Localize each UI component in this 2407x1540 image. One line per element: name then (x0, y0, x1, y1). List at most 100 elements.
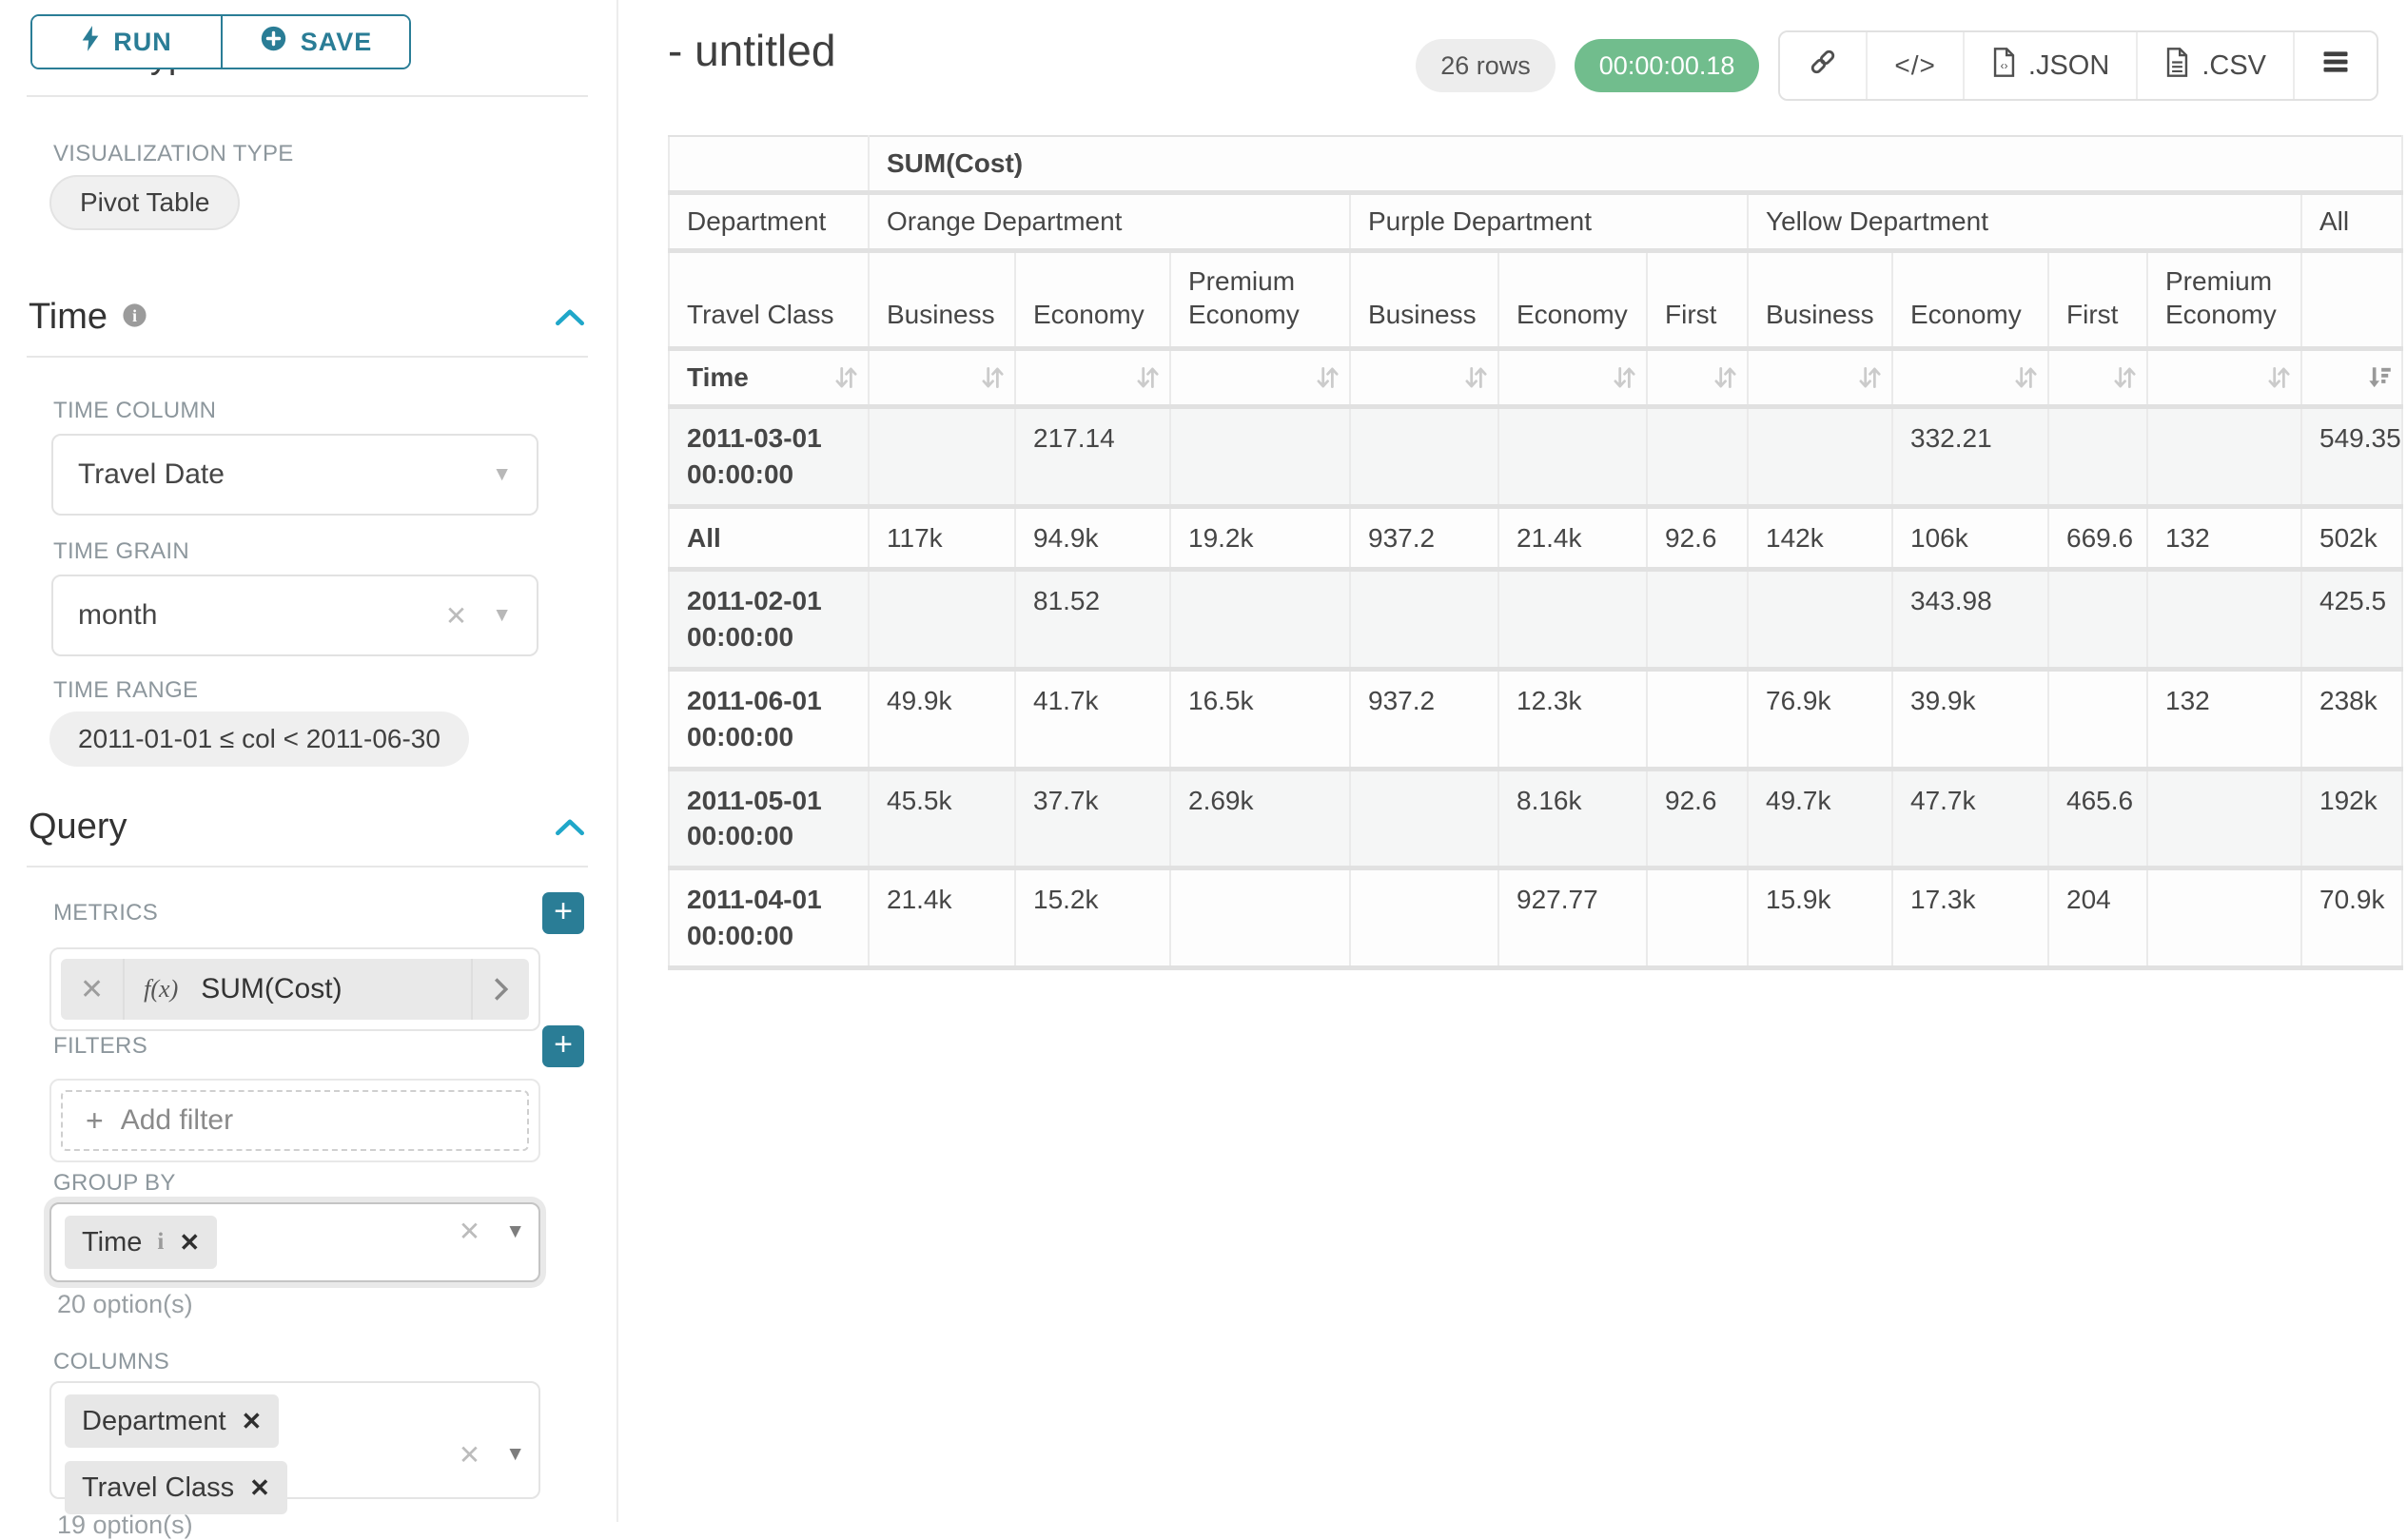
pivot-cell: 39.9k (1891, 666, 2049, 771)
add-filter-dropzone[interactable]: + Add filter (61, 1090, 529, 1151)
table-row: 2011-06-01 00:00:00 49.9k 41.7k 16.5k 937.2 1… (668, 666, 2404, 771)
column-header: Economy (1014, 248, 1171, 351)
pivot-cell: 192k (2299, 766, 2404, 871)
pivot-cell: 19.2k (1169, 503, 1351, 573)
column-header: Business (1349, 248, 1499, 351)
col-group-header: Purple Department (1349, 190, 1749, 253)
embed-code-button[interactable]: </> (1866, 32, 1963, 99)
time-range-pill[interactable]: 2011-01-01 ≤ col < 2011-06-30 (49, 712, 469, 767)
column-header: Business (1747, 248, 1893, 351)
remove-chip-icon[interactable]: ✕ (179, 1227, 201, 1257)
pivot-cell: 8.16k (1497, 766, 1648, 871)
chevron-up-icon[interactable] (554, 307, 586, 327)
sort-header-cell[interactable] (2146, 346, 2302, 409)
divider (27, 95, 588, 97)
sort-header-cell[interactable] (2299, 346, 2404, 409)
chevron-down-icon[interactable]: ▼ (505, 1443, 525, 1465)
row-dim-header: Department (668, 190, 870, 253)
table-row: 2011-02-01 00:00:00 81.52 343.98 425.5 (668, 567, 2404, 672)
viz-type-pill[interactable]: Pivot Table (49, 175, 241, 230)
copy-link-button[interactable] (1780, 32, 1867, 99)
pivot-cell: 502k (2299, 503, 2404, 573)
save-button[interactable]: SAVE (221, 16, 409, 68)
sort-icon[interactable] (1855, 363, 1884, 392)
metrics-box: ✕ f(x) SUM(Cost) (49, 947, 540, 1031)
group-by-select[interactable]: Time i ✕ ✕ ▼ (49, 1202, 540, 1282)
chevron-up-icon[interactable] (554, 817, 586, 837)
pivot-cell: 12.3k (1497, 666, 1648, 771)
sort-icon[interactable] (1133, 363, 1162, 392)
sort-descending-icon[interactable] (2365, 363, 2394, 392)
sort-header-cell[interactable] (1747, 346, 1893, 409)
columns-chip[interactable]: Travel Class ✕ (65, 1461, 287, 1514)
pivot-cell (1349, 404, 1499, 509)
menu-button[interactable] (2293, 32, 2377, 99)
remove-chip-icon[interactable]: ✕ (241, 1406, 263, 1435)
time-grain-select[interactable]: month ✕ ▼ (51, 575, 538, 656)
pivot-cell: 238k (2299, 666, 2404, 771)
run-button[interactable]: RUN (32, 16, 221, 68)
sort-icon[interactable] (2011, 363, 2040, 392)
department-header-row: Department Orange Department Purple Depa… (668, 190, 2404, 253)
sort-header-cell[interactable] (1014, 346, 1171, 409)
time-column-label: TIME COLUMN (53, 398, 217, 423)
metric-pill[interactable]: ✕ f(x) SUM(Cost) (61, 959, 529, 1020)
time-sort-header[interactable]: Time (668, 346, 870, 409)
time-column-select[interactable]: Travel Date ▼ (51, 434, 538, 516)
sort-icon[interactable] (1461, 363, 1490, 392)
clear-icon[interactable]: ✕ (458, 1217, 481, 1246)
page-title[interactable]: - untitled (668, 26, 836, 75)
query-timer-badge: 00:00:00.18 (1574, 39, 1760, 92)
export-json-button[interactable]: ‹› .JSON (1962, 32, 2137, 99)
group-by-chips: Time i ✕ (65, 1216, 218, 1269)
sort-icon[interactable] (2110, 363, 2139, 392)
sort-header-cell[interactable] (2047, 346, 2148, 409)
pivot-cell: 15.2k (1014, 866, 1171, 970)
sort-header-cell[interactable] (868, 346, 1016, 409)
table-row: 2011-05-01 00:00:00 45.5k 37.7k 2.69k 8.16k 9… (668, 766, 2404, 871)
columns-chip[interactable]: Department ✕ (65, 1394, 280, 1448)
group-by-chip[interactable]: Time i ✕ (65, 1216, 218, 1269)
columns-select[interactable]: Department ✕ Travel Class ✕ ✕ ▼ (49, 1381, 540, 1514)
pivot-cell (1646, 666, 1749, 771)
sort-icon[interactable] (832, 363, 860, 392)
sort-icon[interactable] (978, 363, 1007, 392)
pivot-cell: 45.5k (868, 766, 1016, 871)
pivot-cell: 92.6 (1646, 766, 1749, 871)
pivot-cell: 937.2 (1349, 503, 1499, 573)
sort-header-cell[interactable] (1349, 346, 1499, 409)
chevron-down-icon[interactable]: ▼ (505, 1219, 525, 1242)
sort-header-cell[interactable] (1891, 346, 2049, 409)
metric-header-row: SUM(Cost) (668, 135, 2404, 195)
pivot-cell: 343.98 (1891, 567, 2049, 672)
sort-icon[interactable] (1610, 363, 1638, 392)
export-csv-button[interactable]: .CSV (2136, 32, 2293, 99)
sort-header-cell[interactable] (1169, 346, 1351, 409)
pivot-cell: 49.7k (1747, 766, 1893, 871)
result-controls: 26 rows 00:00:00.18 </> ‹› .JSON (1416, 30, 2378, 101)
remove-metric-icon[interactable]: ✕ (61, 959, 126, 1020)
pivot-cell: 94.9k (1014, 503, 1171, 573)
pivot-cell: 142k (1747, 503, 1893, 573)
sort-icon[interactable] (2264, 363, 2293, 392)
clear-icon[interactable]: ✕ (444, 600, 468, 631)
link-icon (1807, 46, 1839, 86)
chevron-down-icon[interactable]: ▼ (492, 463, 512, 485)
pivot-cell (2146, 866, 2302, 970)
sort-icon[interactable] (1711, 363, 1739, 392)
time-section-header: Time i (29, 297, 586, 338)
add-metric-button[interactable]: + (542, 892, 584, 934)
chevron-right-icon[interactable] (471, 959, 529, 1020)
pivot-cell (2047, 404, 2148, 509)
pivot-cell: 132 (2146, 666, 2302, 771)
clear-icon[interactable]: ✕ (458, 1439, 481, 1470)
sort-header-cell[interactable] (1497, 346, 1648, 409)
remove-chip-icon[interactable]: ✕ (249, 1472, 270, 1502)
sort-icon[interactable] (1313, 363, 1341, 392)
sort-header-cell[interactable] (1646, 346, 1749, 409)
row-header: 2011-06-01 00:00:00 (668, 666, 870, 771)
sort-header-row: Time (668, 346, 2404, 409)
chevron-down-icon[interactable]: ▼ (492, 604, 512, 626)
add-filter-button[interactable]: + (542, 1025, 584, 1067)
pivot-cell (1349, 766, 1499, 871)
